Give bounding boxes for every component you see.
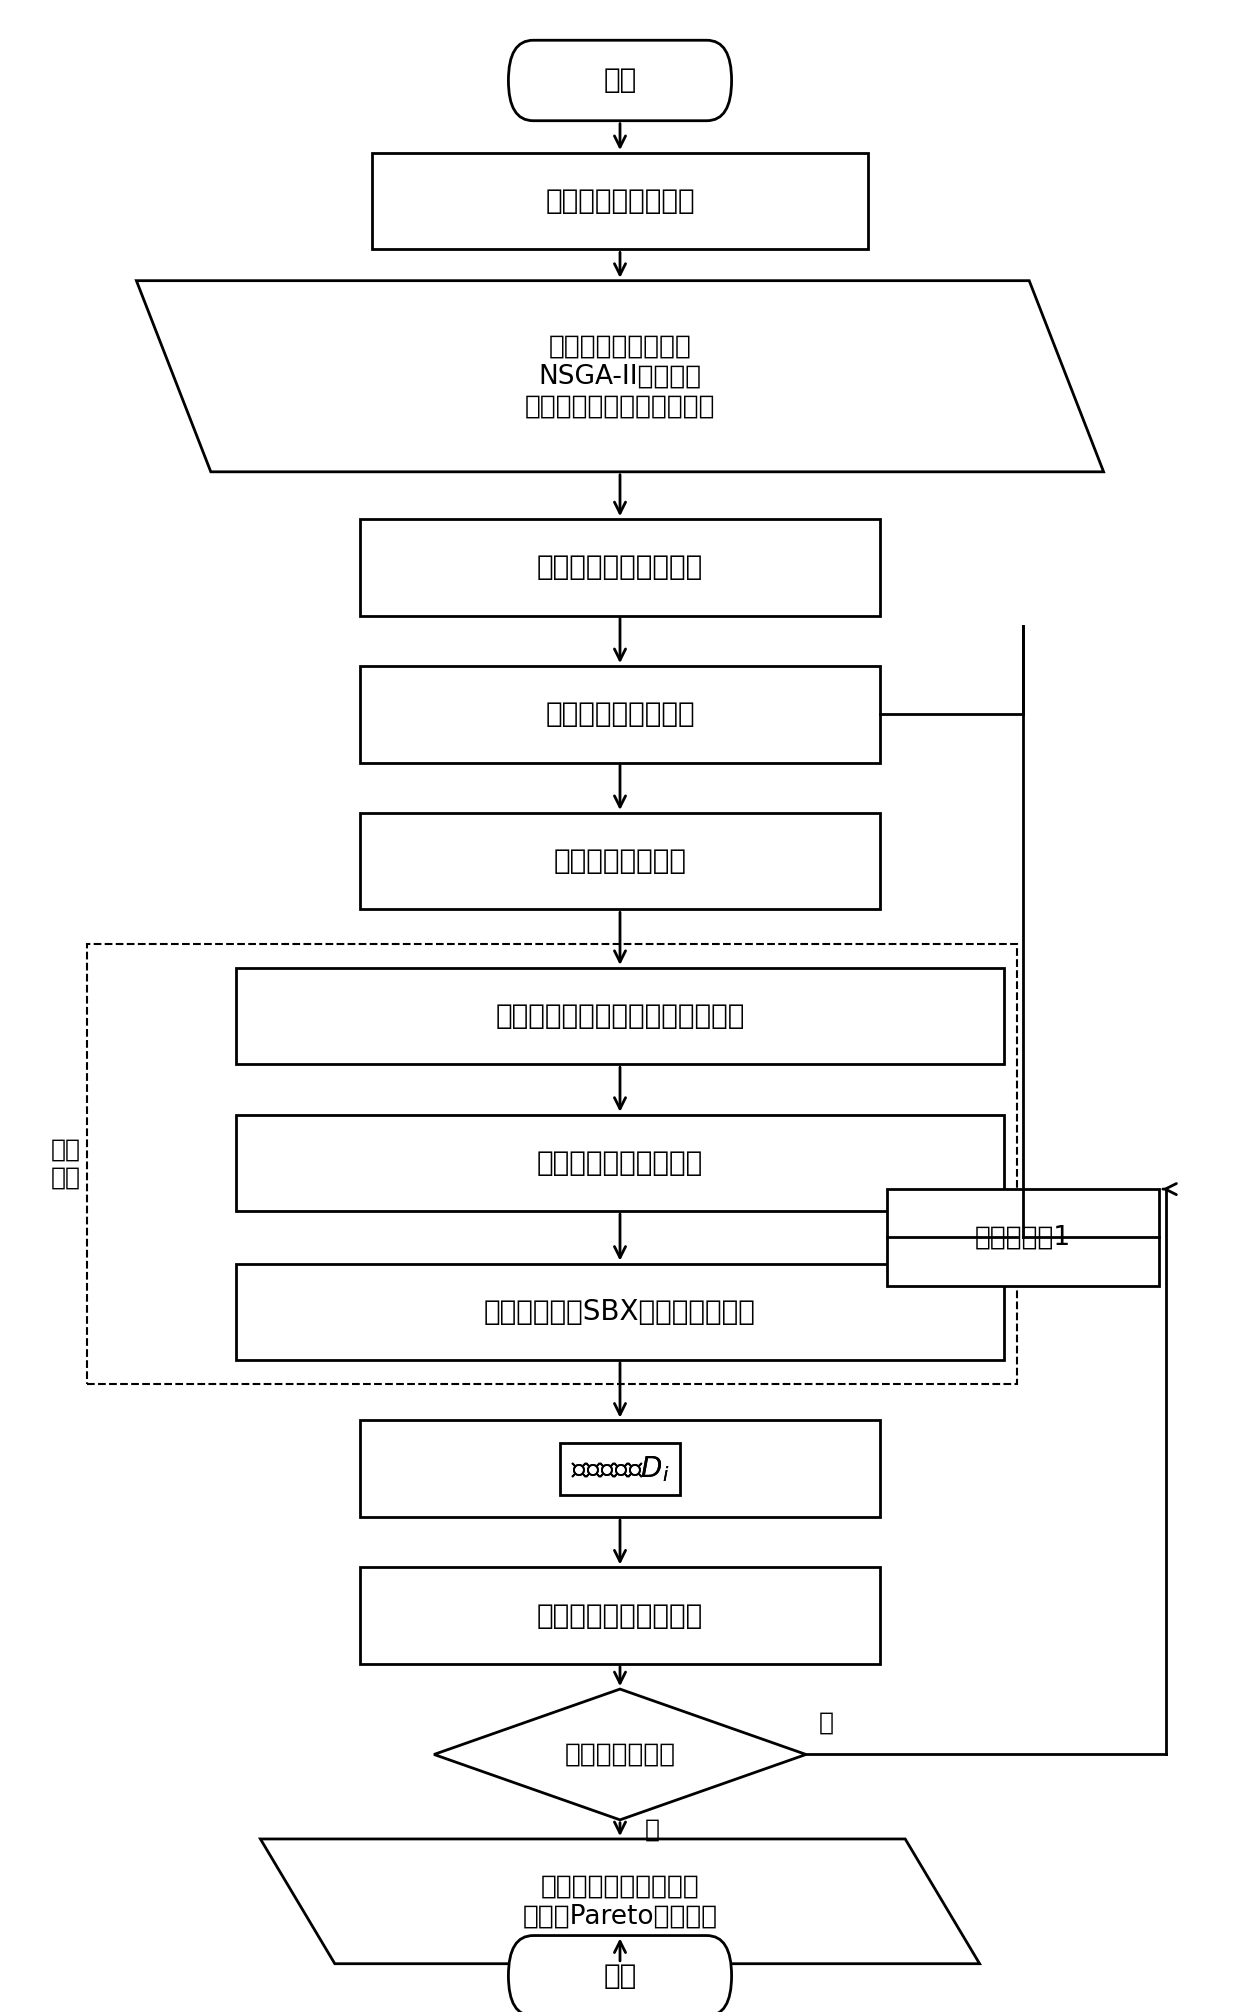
Text: 达到终止条件？: 达到终止条件？ <box>564 1742 676 1767</box>
Bar <box>360 666 880 763</box>
Text: 混合编码产生初始种群: 混合编码产生初始种群 <box>537 553 703 581</box>
Polygon shape <box>434 1690 806 1819</box>
Bar <box>372 153 868 249</box>
Text: 迭代次数加1: 迭代次数加1 <box>975 1225 1071 1249</box>
Bar <box>87 944 1017 1384</box>
Polygon shape <box>136 282 1104 473</box>
Bar <box>236 1264 1004 1360</box>
Text: 建立交直流系统模型: 建立交直流系统模型 <box>546 187 694 215</box>
Text: 产生子种群$D_i$: 产生子种群$D_i$ <box>570 1455 670 1483</box>
Text: 输出交直流系统多目标
优化的Pareto最优解集: 输出交直流系统多目标 优化的Pareto最优解集 <box>522 1873 718 1930</box>
Text: 计算交直流系统潮流: 计算交直流系统潮流 <box>546 700 694 728</box>
FancyBboxPatch shape <box>508 40 732 121</box>
Bar <box>887 1189 1159 1286</box>
Text: 选择运算：轮赛制选择: 选择运算：轮赛制选择 <box>537 1149 703 1177</box>
Text: 输入交直流系统参数
NSGA-II设置参数
交直流系统待优化变量范围: 输入交直流系统参数 NSGA-II设置参数 交直流系统待优化变量范围 <box>525 334 715 418</box>
Bar <box>360 1420 880 1517</box>
Bar <box>360 1567 880 1664</box>
Bar <box>236 968 1004 1064</box>
Text: 求取各目标函数值: 求取各目标函数值 <box>553 847 687 875</box>
Text: 种群
处理: 种群 处理 <box>51 1139 81 1189</box>
Text: 结束: 结束 <box>604 1962 636 1990</box>
Text: 交叉与变异：SBX交叉、正态变异: 交叉与变异：SBX交叉、正态变异 <box>484 1298 756 1326</box>
Polygon shape <box>260 1839 980 1964</box>
Text: 否: 否 <box>818 1710 833 1734</box>
FancyBboxPatch shape <box>508 1936 732 2012</box>
Bar <box>360 519 880 616</box>
Text: 产生子种群$D_i$: 产生子种群$D_i$ <box>570 1455 670 1483</box>
Text: 是: 是 <box>645 1817 660 1841</box>
Bar <box>360 813 880 909</box>
Text: 精英策略保留优秀个体: 精英策略保留优秀个体 <box>537 1602 703 1630</box>
Bar <box>236 1115 1004 1211</box>
Text: 快速非支配排序和个体拥挤度计算: 快速非支配排序和个体拥挤度计算 <box>495 1002 745 1030</box>
Text: 开始: 开始 <box>604 66 636 95</box>
